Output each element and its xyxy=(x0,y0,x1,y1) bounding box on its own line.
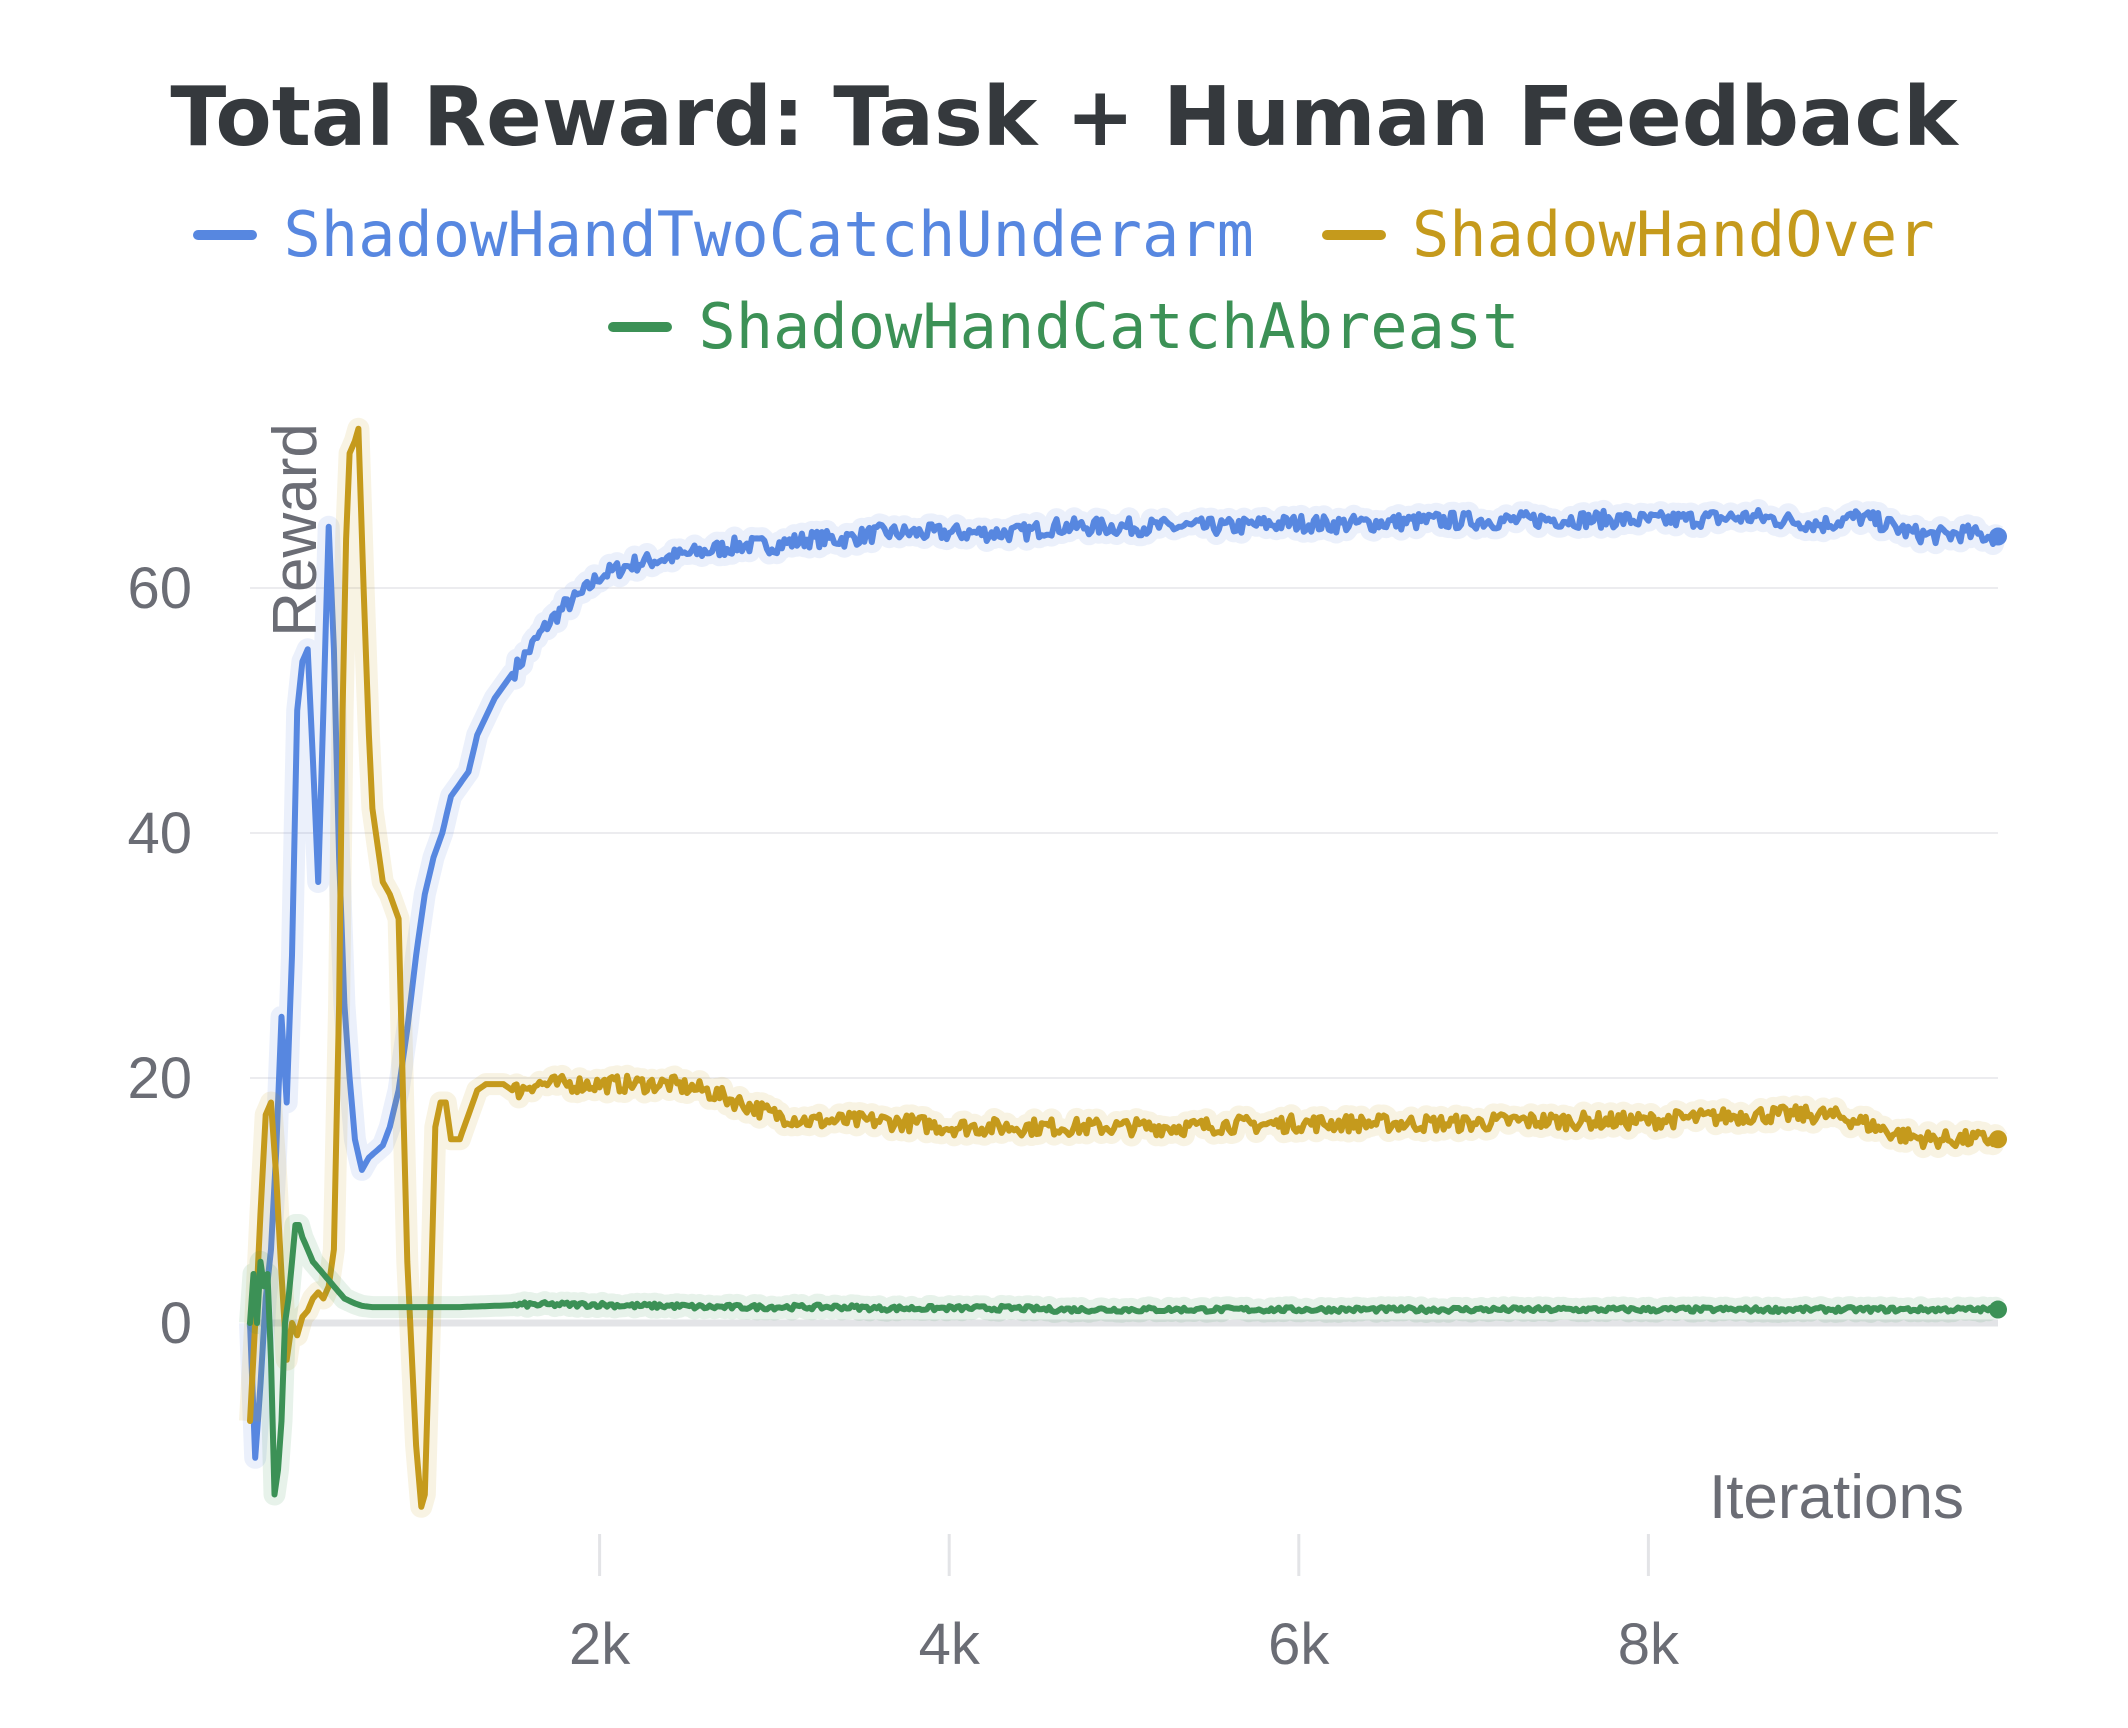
legend-item-catch-abreast[interactable]: ShadowHandCatchAbreast xyxy=(608,290,1520,363)
legend-item-hand-over[interactable]: ShadowHandOver xyxy=(1321,198,1935,271)
series-endpoint-shadow-hand-over[interactable] xyxy=(1989,1130,2007,1149)
legend-label-two-catch-underarm: ShadowHandTwoCatchUnderarm xyxy=(283,198,1254,271)
series-layer xyxy=(239,417,2008,1518)
x-tick-label: 2k xyxy=(569,1612,631,1677)
y-axis-label: Reward xyxy=(261,423,330,637)
legend-swatch-hand-over xyxy=(1321,229,1386,240)
y-tick-label: 40 xyxy=(127,801,192,866)
legend-swatch-two-catch-underarm xyxy=(193,229,258,240)
series-endpoint-shadow-hand-two-catch-underarm[interactable] xyxy=(1989,527,2007,546)
series-line-shadow-hand-over[interactable] xyxy=(247,425,2001,1510)
legend-item-two-catch-underarm[interactable]: ShadowHandTwoCatchUnderarm xyxy=(193,198,1254,271)
legend-row-1: ShadowHandTwoCatchUnderarm ShadowHandOve… xyxy=(0,198,2128,271)
x-tick-label: 6k xyxy=(1268,1612,1330,1677)
series-band-shadow-hand-over xyxy=(239,417,2008,1518)
legend-label-catch-abreast: ShadowHandCatchAbreast xyxy=(698,290,1520,363)
legend-label-hand-over: ShadowHandOver xyxy=(1411,198,1935,271)
legend-row-2: ShadowHandCatchAbreast xyxy=(0,290,2128,363)
y-tick-label: 60 xyxy=(127,556,192,621)
legend-swatch-catch-abreast xyxy=(608,321,673,332)
x-tick-label: 8k xyxy=(1618,1612,1680,1677)
chart-title: Total Reward: Task + Human Feedback xyxy=(170,70,1958,165)
series-line-shadow-hand-two-catch-underarm[interactable] xyxy=(247,507,2001,1461)
y-tick-label: 0 xyxy=(160,1291,192,1356)
series-endpoint-shadow-hand-catch-abreast[interactable] xyxy=(1989,1300,2007,1319)
series-line-shadow-hand-catch-abreast[interactable] xyxy=(247,1222,2001,1498)
x-axis-label: Iterations xyxy=(1709,1463,1964,1532)
axis-layer: 0 20 40 60 2k 4k 6k 8k xyxy=(127,556,1680,1677)
series-band-shadow-hand-catch-abreast xyxy=(239,1214,2007,1506)
grid-layer xyxy=(250,587,1998,1327)
x-tick-label: 4k xyxy=(919,1612,981,1677)
y-tick-label: 20 xyxy=(127,1046,192,1111)
